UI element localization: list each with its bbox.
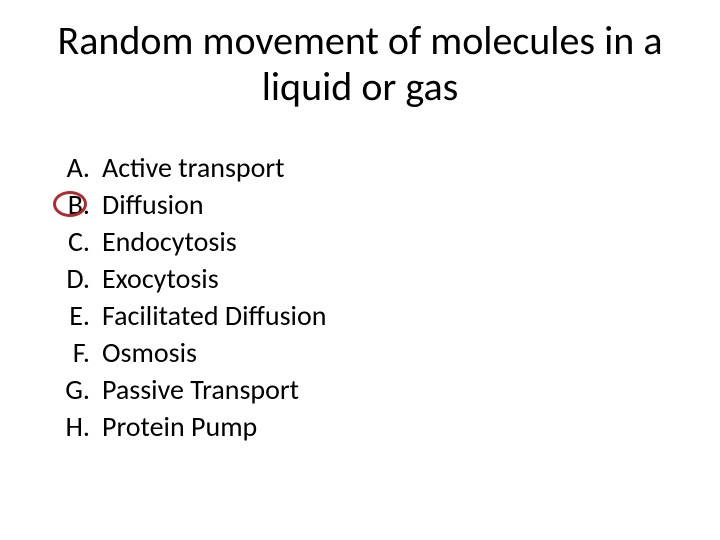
option-row: C. Endocytosis	[54, 224, 326, 259]
option-text: Exocytosis	[94, 261, 219, 296]
option-letter: H.	[54, 409, 94, 444]
slide: Random movement of molecules in a liquid…	[0, 0, 720, 540]
answer-options-list: A. Active transport B. Diffusion C. Endo…	[54, 150, 326, 446]
question-title: Random movement of molecules in a liquid…	[40, 18, 680, 110]
option-letter: B.	[54, 187, 94, 222]
option-letter: F.	[54, 335, 94, 370]
option-row: B. Diffusion	[54, 187, 326, 222]
option-row: A. Active transport	[54, 150, 326, 185]
option-text: Active transport	[94, 150, 285, 185]
option-row: G. Passive Transport	[54, 372, 326, 407]
option-row: H. Protein Pump	[54, 409, 326, 444]
option-text: Osmosis	[94, 335, 197, 370]
option-letter: D.	[54, 261, 94, 296]
option-letter: C.	[54, 224, 94, 259]
answer-circle-mark	[53, 191, 87, 217]
option-text: Endocytosis	[94, 224, 237, 259]
option-letter: G.	[54, 372, 94, 407]
option-letter: E.	[54, 298, 94, 333]
option-text: Protein Pump	[94, 409, 257, 444]
option-letter: A.	[54, 150, 94, 185]
option-row: E. Facilitated Diffusion	[54, 298, 326, 333]
option-text: Passive Transport	[94, 372, 299, 407]
option-text: Facilitated Diffusion	[94, 298, 326, 333]
option-text: Diffusion	[94, 187, 204, 222]
option-row: D. Exocytosis	[54, 261, 326, 296]
option-row: F. Osmosis	[54, 335, 326, 370]
